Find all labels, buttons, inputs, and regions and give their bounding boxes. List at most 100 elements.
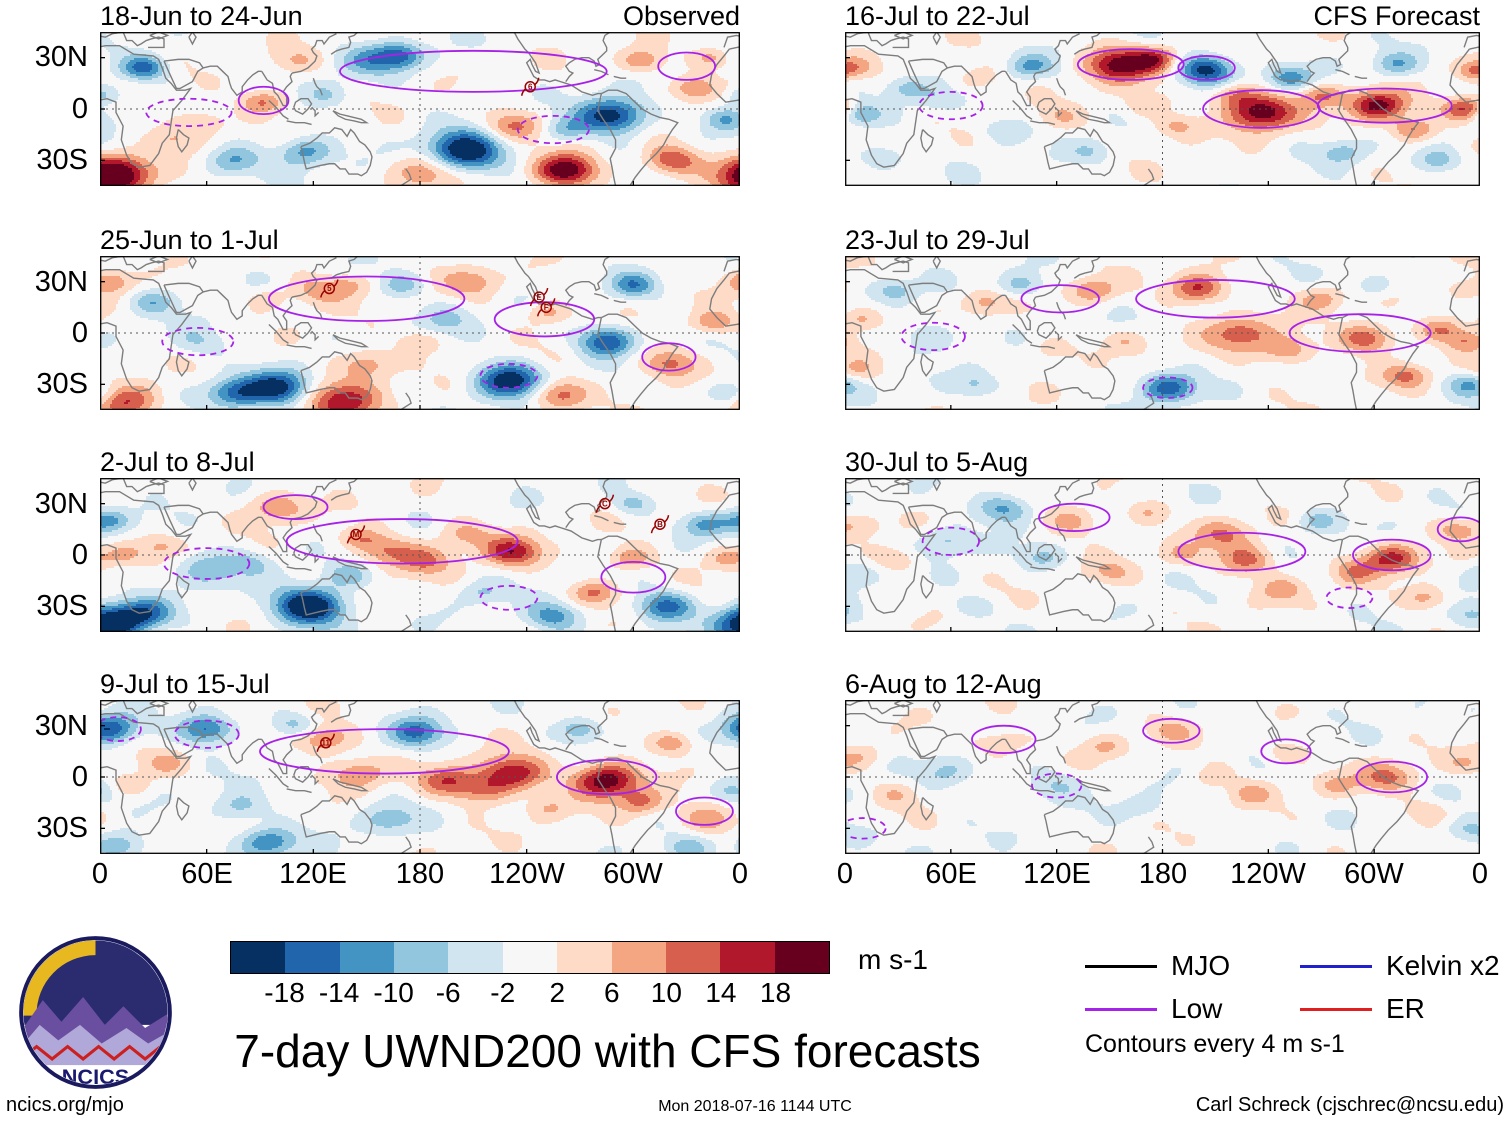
colorbar-segment: [720, 942, 775, 973]
lon-tick: 60W: [1344, 858, 1404, 890]
map-canvas: [845, 256, 1480, 410]
colorbar-segment: [774, 942, 829, 973]
lat-tick-30s: 30S: [36, 368, 88, 400]
lat-tick-30n: 30N: [34, 266, 88, 298]
ncics-logo: NCICS: [19, 936, 172, 1089]
colorbar-unit-label: m s-1: [858, 944, 928, 975]
panel-date-range: 30-Jul to 5-Aug: [845, 447, 1029, 477]
panel-title-observed-week2: 25-Jun to 1-Jul: [100, 225, 740, 256]
lon-tick: 60E: [181, 858, 233, 890]
legend-label-mjo: MJO: [1171, 950, 1231, 981]
legend-item-mjo: MJO: [1085, 950, 1230, 982]
legend-item-low: Low: [1085, 993, 1222, 1025]
colorbar-segment: [557, 942, 612, 973]
footer-url: ncics.org/mjo: [6, 1094, 124, 1116]
lon-tick: 0: [731, 858, 749, 890]
map-canvas: [100, 256, 740, 410]
legend-item-kelvin: Kelvin x2: [1300, 950, 1500, 982]
lat-tick-30n: 30N: [34, 710, 88, 742]
panel-date-range: 23-Jul to 29-Jul: [845, 225, 1030, 255]
map-panel-observed-week4: [100, 700, 740, 854]
lon-tick: 120W: [1230, 858, 1306, 890]
map-panel-forecast-week2: [845, 256, 1480, 410]
map-panel-observed-week2: [100, 256, 740, 410]
er-line-swatch: [1300, 1007, 1372, 1011]
lat-tick-0: 0: [71, 539, 88, 571]
lon-tick: 0: [1471, 858, 1489, 890]
colorbar-tick-labels: -18 -14 -10 -6 -2 2 6 10 14 18: [230, 977, 830, 1009]
contour-interval-note: Contours every 4 m s-1: [1085, 1030, 1345, 1058]
colorbar-tick-label: -10: [373, 977, 414, 1008]
footer-author: Carl Schreck (cjschrec@ncsu.edu): [1195, 1094, 1504, 1116]
map-panel-forecast-week1: [845, 32, 1480, 186]
low-line-swatch: [1085, 1007, 1157, 1011]
colorbar-tick-label: -2: [490, 977, 516, 1008]
map-panel-observed-week3: [100, 478, 740, 632]
map-panel-observed-week1: [100, 32, 740, 186]
lat-tick-0: 0: [71, 317, 88, 349]
panel-date-range: 2-Jul to 8-Jul: [100, 447, 255, 477]
colorbar-segment: [448, 942, 503, 973]
colorbar-segment: [611, 942, 666, 973]
panel-title-observed-week4: 9-Jul to 15-Jul: [100, 669, 740, 700]
colorbar-segment: [665, 942, 721, 973]
logo-red-zigzag: [23, 1044, 168, 1061]
legend-label-er: ER: [1386, 993, 1425, 1024]
lat-tick-0: 0: [71, 93, 88, 125]
colorbar-segment: [231, 942, 286, 973]
column-label-cfs-forecast: CFS Forecast: [1313, 1, 1480, 31]
panel-date-range: 25-Jun to 1-Jul: [100, 225, 279, 255]
colorbar-segment: [394, 942, 449, 973]
panel-date-range: 6-Aug to 12-Aug: [845, 669, 1042, 699]
colorbar-tick-label: -18: [264, 977, 305, 1008]
panel-date-range: 16-Jul to 22-Jul: [845, 1, 1030, 31]
logo-sun-arc: [23, 940, 96, 1016]
colorbar-segment: [502, 942, 558, 973]
colorbar: [230, 941, 830, 974]
mjo-line-swatch: [1085, 964, 1157, 968]
lon-tick: 180: [395, 858, 445, 890]
colorbar-segment: [339, 942, 395, 973]
lon-tick: 0: [91, 858, 109, 890]
colorbar-tick-label: 2: [549, 977, 566, 1008]
lat-tick-30s: 30S: [36, 144, 88, 176]
lon-tick: 180: [1138, 858, 1188, 890]
panel-title-forecast-week3: 30-Jul to 5-Aug: [845, 447, 1480, 478]
colorbar-tick-label: 6: [604, 977, 620, 1008]
map-canvas: [100, 700, 740, 854]
lon-tick: 120W: [489, 858, 565, 890]
colorbar-tick-label: -6: [435, 977, 461, 1008]
map-canvas: [845, 478, 1480, 632]
legend-item-er: ER: [1300, 993, 1425, 1025]
lat-tick-30n: 30N: [34, 488, 88, 520]
map-panel-forecast-week3: [845, 478, 1480, 632]
legend-label-low: Low: [1171, 993, 1223, 1024]
lat-tick-30s: 30S: [36, 590, 88, 622]
lat-tick-30s: 30S: [36, 812, 88, 844]
panel-title-row-observed-week1: 18-Jun to 24-Jun Observed: [100, 1, 740, 32]
colorbar-segment: [285, 942, 340, 973]
lon-tick: 0: [836, 858, 854, 890]
lon-tick: 120E: [1023, 858, 1091, 890]
map-canvas: [845, 32, 1480, 186]
panel-title-forecast-week2: 23-Jul to 29-Jul: [845, 225, 1480, 256]
map-canvas: [100, 478, 740, 632]
column-label-observed: Observed: [622, 1, 740, 31]
lat-tick-30n: 30N: [34, 41, 88, 73]
map-canvas: [100, 32, 740, 186]
panel-date-range: 9-Jul to 15-Jul: [100, 669, 270, 699]
colorbar-tick-label: 10: [650, 977, 682, 1008]
kelvin-line-swatch: [1300, 964, 1372, 968]
footer-timestamp: Mon 2018-07-16 1144 UTC: [658, 1098, 852, 1115]
panel-title-observed-week3: 2-Jul to 8-Jul: [100, 447, 740, 478]
panel-title-forecast-week4: 6-Aug to 12-Aug: [845, 669, 1480, 700]
colorbar-tick-label: -14: [318, 977, 360, 1008]
lon-tick: 60W: [603, 858, 663, 890]
legend-label-kelvin: Kelvin x2: [1386, 950, 1500, 981]
panel-date-range: 18-Jun to 24-Jun: [100, 1, 303, 31]
map-canvas: [845, 700, 1480, 854]
figure-title: 7-day UWND200 with CFS forecasts: [234, 1025, 981, 1077]
lon-tick: 120E: [279, 858, 347, 890]
colorbar-tick-label: 18: [759, 977, 792, 1008]
panel-title-row-forecast-week1: 16-Jul to 22-Jul CFS Forecast: [845, 1, 1480, 32]
